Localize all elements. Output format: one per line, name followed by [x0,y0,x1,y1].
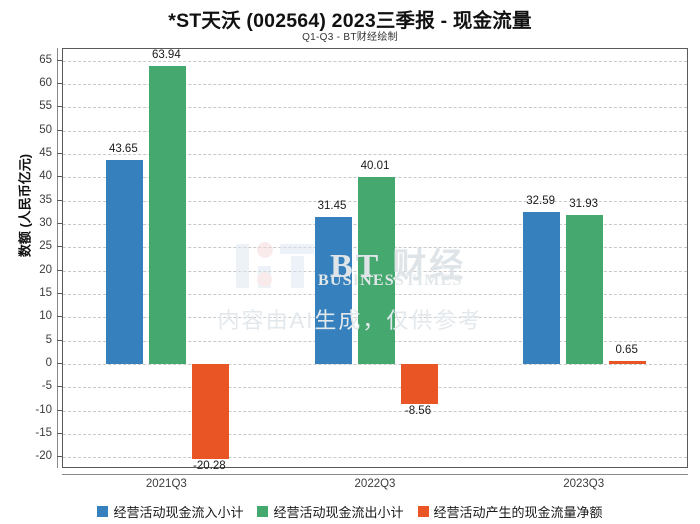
gridline [63,154,687,155]
bar[interactable] [609,360,647,364]
y-tick-mark [57,153,62,154]
y-tick-mark [57,316,62,318]
legend-label: 经营活动现金流入小计 [113,505,244,520]
y-tick-mark [57,456,62,458]
chart-legend: 经营活动现金流入小计 经营活动现金流出小计 经营活动产生的现金流量净额 [0,502,700,521]
bar[interactable] [191,364,229,459]
y-tick-label: 30 [39,217,52,229]
y-tick-label: 15 [39,287,52,299]
bar-value-label: 40.01 [360,160,390,173]
y-tick-label: -15 [35,427,52,439]
y-tick-mark [57,83,62,84]
bar-value-label: 0.65 [615,343,638,356]
bar[interactable] [566,214,604,364]
y-tick-label: 35 [39,193,52,206]
bar-value-label: 32.59 [526,194,556,207]
bar[interactable] [357,177,395,364]
y-tick-mark [57,59,62,61]
bar[interactable] [314,217,352,364]
gridline [63,130,687,132]
legend-label: 经营活动现金流出小计 [273,505,404,520]
bar-value-label: -20.28 [193,459,226,472]
y-tick-mark [57,339,62,341]
bar-value-label: 43.65 [108,143,138,156]
y-tick-mark [57,363,62,364]
y-tick-label: 60 [39,77,52,89]
legend-item[interactable]: 经营活动现金流入小计 [97,502,243,521]
x-tick-label: 2023Q3 [563,478,605,490]
legend-label: 经营活动产生的现金流量净额 [433,505,603,520]
legend-swatch-icon [257,506,269,517]
bar-value-label: 31.93 [569,197,599,210]
y-tick-label: -5 [41,380,52,393]
bar[interactable] [105,160,143,364]
x-tick-label: 2021Q3 [145,478,187,490]
y-tick-label: -20 [35,450,52,463]
y-axis-line [57,48,58,468]
y-tick-label: -10 [35,403,52,416]
gridline [63,60,687,62]
gridline [63,410,687,412]
gridline [63,434,687,435]
chart-title: *ST天沃 (002564) 2023三季报 - 现金流量 [168,10,532,32]
chart-subtitle: Q1-Q3 - BT财经绘制 [302,32,398,43]
y-tick-label: 40 [39,170,52,183]
y-tick-label: 50 [39,123,52,136]
y-tick-mark [57,129,62,131]
legend-swatch-icon [97,506,109,517]
bar-value-label: -8.56 [404,404,432,417]
y-tick-mark [57,223,62,224]
y-tick-mark [57,386,62,388]
bar[interactable] [400,364,438,404]
legend-item[interactable]: 经营活动现金流出小计 [257,502,404,521]
y-tick-label: 0 [45,357,52,369]
y-tick-mark [57,433,62,434]
bar[interactable] [148,65,186,364]
y-tick-label: 10 [39,310,52,323]
gridline [63,107,687,109]
gridline [63,387,687,389]
y-tick-mark [57,199,62,201]
y-tick-mark [57,409,62,411]
y-tick-label: 5 [45,333,52,346]
y-tick-label: 20 [39,263,52,276]
plot-area [62,48,688,468]
gridline [63,364,687,365]
y-tick-mark [57,176,62,178]
bar-value-label: 31.45 [317,200,347,213]
x-tick-label: 2022Q3 [354,478,396,490]
bar-value-label: 63.94 [151,48,181,61]
x-axis-line [62,474,688,475]
y-tick-label: 25 [39,240,52,253]
y-tick-mark [57,246,62,248]
y-tick-mark [57,106,62,108]
y-tick-label: 65 [39,53,52,66]
y-tick-label: 55 [39,100,52,113]
gridline [63,457,687,459]
bar[interactable] [523,211,561,364]
legend-item[interactable]: 经营活动产生的现金流量净额 [417,502,603,521]
gridline [63,84,687,85]
y-tick-mark [57,293,62,294]
legend-swatch-icon [417,506,429,517]
y-tick-label: 45 [39,147,52,159]
y-tick-mark [57,269,62,271]
